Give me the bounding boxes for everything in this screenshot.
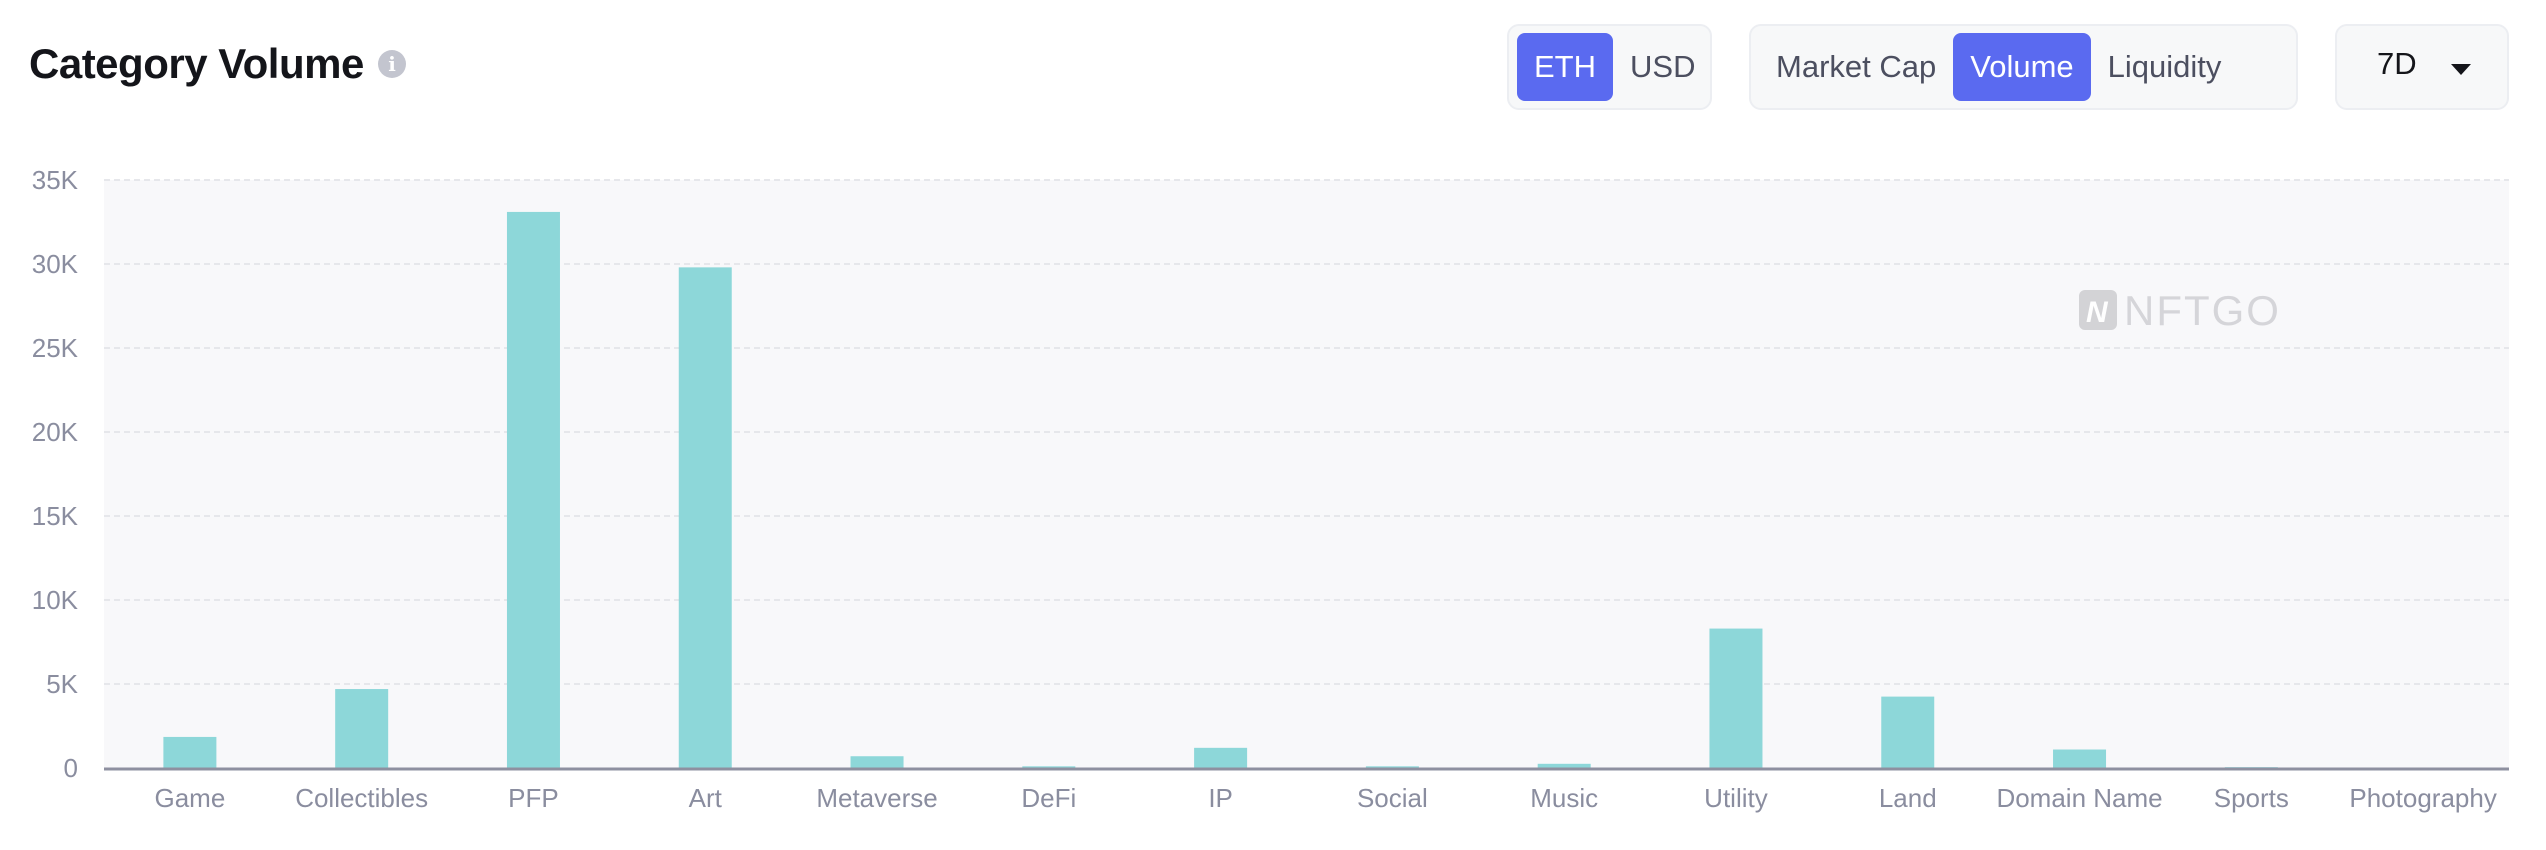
x-tick-label: Game bbox=[154, 783, 225, 813]
nftgo-watermark: N NFTGO bbox=[2079, 287, 2281, 334]
y-tick-label: 0 bbox=[64, 753, 78, 783]
y-tick-label: 5K bbox=[46, 669, 78, 699]
nftgo-logo-icon bbox=[2079, 290, 2117, 330]
x-tick-label: Land bbox=[1879, 783, 1937, 813]
chart-title: Category Volume bbox=[29, 40, 364, 87]
bar-collectibles[interactable] bbox=[335, 689, 389, 768]
bar-social[interactable] bbox=[1365, 766, 1419, 768]
bar-ip[interactable] bbox=[1194, 747, 1248, 768]
bar-land[interactable] bbox=[1881, 696, 1935, 768]
caret-down-icon bbox=[2451, 64, 2471, 75]
x-tick-label: IP bbox=[1208, 783, 1233, 813]
bar-domain-name[interactable] bbox=[2053, 749, 2107, 768]
watermark-text: NFTGO bbox=[2124, 287, 2281, 334]
plot-area bbox=[104, 180, 2509, 768]
bar-defi[interactable] bbox=[1022, 766, 1076, 768]
bar-game[interactable] bbox=[163, 736, 217, 768]
metric-volume-button[interactable]: Volume bbox=[1953, 33, 2091, 101]
bar-art[interactable] bbox=[678, 267, 732, 768]
x-tick-label: DeFi bbox=[1021, 783, 1076, 813]
currency-toggle: ETH USD bbox=[1507, 24, 1712, 110]
x-tick-label: Metaverse bbox=[816, 783, 937, 813]
period-dropdown[interactable]: 7D bbox=[2335, 24, 2509, 110]
bar-utility[interactable] bbox=[1709, 628, 1763, 768]
bar-music[interactable] bbox=[1537, 763, 1591, 768]
x-tick-label: Social bbox=[1357, 783, 1428, 813]
y-tick-label: 20K bbox=[32, 417, 79, 447]
x-tick-label: Collectibles bbox=[295, 783, 428, 813]
x-tick-label: Sports bbox=[2214, 783, 2289, 813]
x-tick-label: Photography bbox=[2349, 783, 2496, 813]
currency-eth-button[interactable]: ETH bbox=[1517, 33, 1613, 101]
y-tick-label: 25K bbox=[32, 333, 79, 363]
page-title: Category Volume i bbox=[29, 40, 406, 88]
x-tick-label: PFP bbox=[508, 783, 559, 813]
bar-pfp[interactable] bbox=[506, 211, 560, 769]
metric-liquidity-button[interactable]: Liquidity bbox=[2107, 49, 2222, 84]
x-tick-label: Domain Name bbox=[1996, 783, 2162, 813]
y-tick-label: 15K bbox=[32, 501, 79, 531]
currency-usd-button[interactable]: USD bbox=[1630, 49, 1696, 84]
y-tick-label: 10K bbox=[32, 585, 79, 615]
metric-market-cap-button[interactable]: Market Cap bbox=[1776, 49, 1937, 84]
bar-metaverse[interactable] bbox=[850, 756, 904, 768]
y-tick-label: 30K bbox=[32, 249, 79, 279]
period-value: 7D bbox=[2377, 46, 2417, 81]
metric-toggle: Market Cap Volume Liquidity bbox=[1749, 24, 2298, 110]
y-tick-label: 35K bbox=[32, 165, 79, 195]
svg-text:N: N bbox=[2086, 296, 2109, 329]
x-tick-label: Art bbox=[689, 783, 723, 813]
x-tick-label: Utility bbox=[1704, 783, 1768, 813]
x-tick-label: Music bbox=[1530, 783, 1598, 813]
info-icon[interactable]: i bbox=[377, 50, 406, 78]
